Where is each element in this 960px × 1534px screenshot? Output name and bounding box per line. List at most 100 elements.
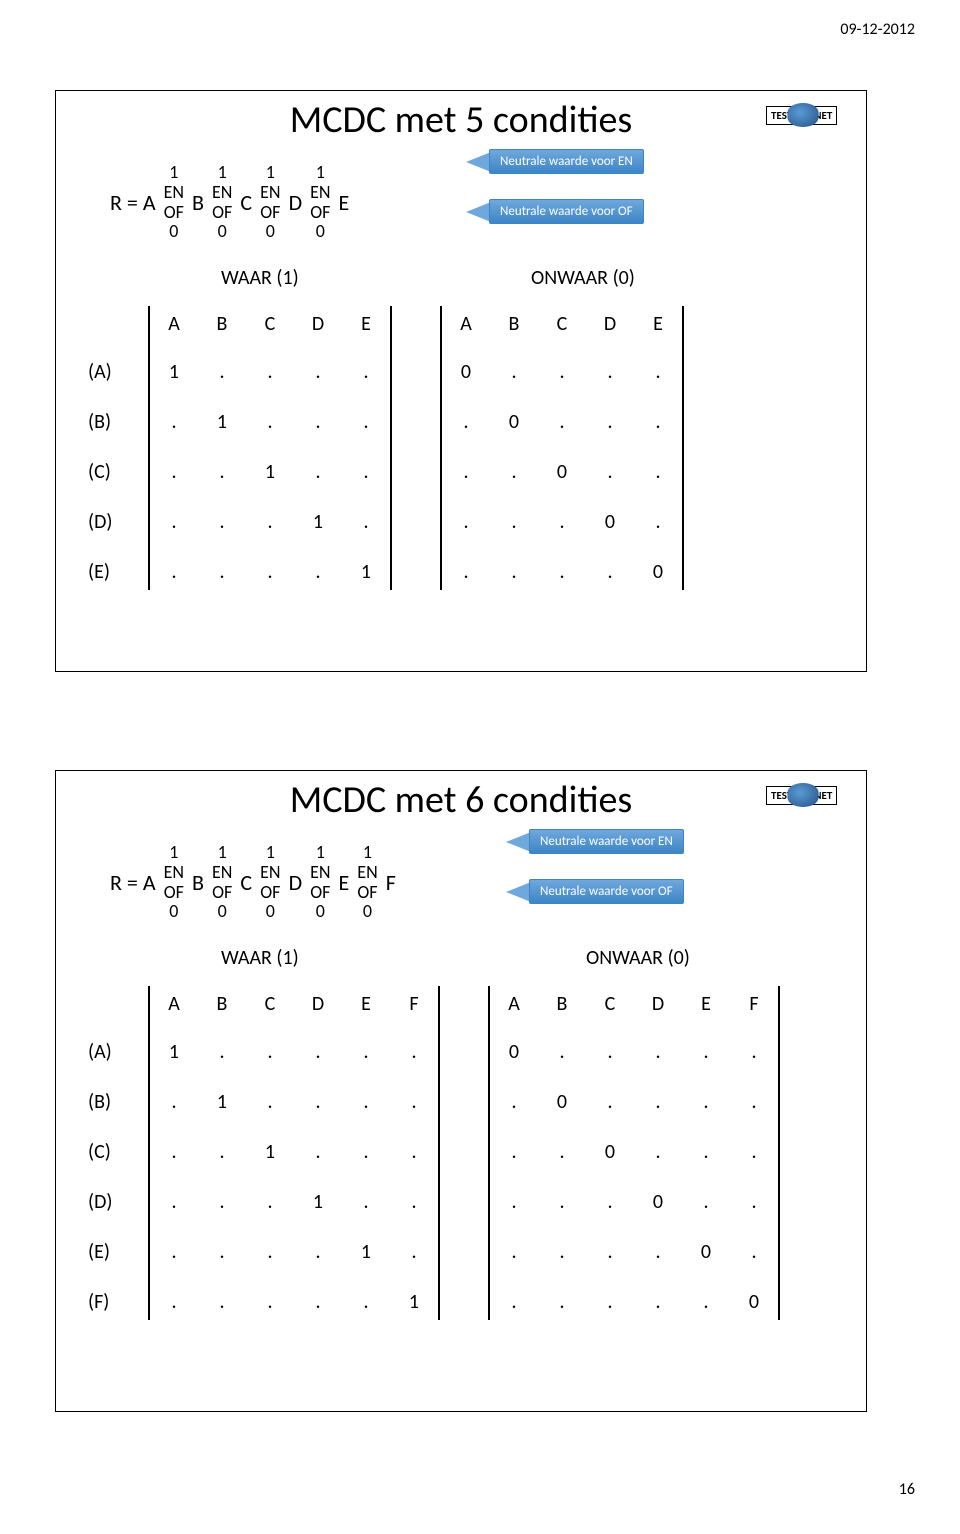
- spacer-cell: [634, 1120, 682, 1134]
- spacer-cell: [682, 1270, 730, 1284]
- formula-prefix: R = A: [110, 869, 156, 896]
- spacer-cell: [489, 1070, 538, 1084]
- spacer-cell: [441, 540, 490, 554]
- spacer-cell: [342, 342, 391, 354]
- formula-var: D: [289, 869, 303, 896]
- row-label: (D): [86, 504, 149, 540]
- spacer-cell: [730, 1120, 779, 1134]
- page-number: 16: [899, 1480, 915, 1499]
- data-cell: 1: [294, 504, 342, 540]
- spacer-cell: [489, 1022, 538, 1034]
- op-row: 0: [218, 222, 227, 242]
- spacer-cell: [634, 440, 683, 454]
- op-row: 0: [169, 222, 178, 242]
- spacer-cell: [86, 1220, 149, 1234]
- op-row: EN: [310, 183, 330, 203]
- data-cell: 0: [730, 1284, 779, 1320]
- spacer-cell: [149, 1270, 198, 1284]
- spacer-cell: [391, 342, 441, 354]
- data-cell: .: [586, 1034, 634, 1070]
- data-cell: .: [634, 454, 683, 490]
- data-cell: .: [294, 1034, 342, 1070]
- data-cell: .: [294, 1234, 342, 1270]
- formula-var: E: [339, 869, 350, 896]
- op-column: 1ENOF0: [260, 163, 280, 242]
- spacer-cell: [198, 1270, 246, 1284]
- data-cell: .: [538, 1034, 586, 1070]
- spacer-cell: [586, 1070, 634, 1084]
- data-cell: .: [198, 504, 246, 540]
- spacer-cell: [390, 1170, 439, 1184]
- data-cell: .: [149, 404, 198, 440]
- data-cell: 0: [538, 1084, 586, 1120]
- logo-ellipse: [788, 103, 819, 127]
- data-cell: .: [149, 504, 198, 540]
- spacer-cell: [490, 540, 538, 554]
- data-cell: 0: [634, 1184, 682, 1220]
- onwaar-label-1: ONWAAR (0): [531, 266, 635, 290]
- data-cell: 1: [149, 354, 198, 390]
- data-cell: .: [342, 1134, 390, 1170]
- data-cell: 1: [198, 1084, 246, 1120]
- spacer-cell: [634, 1170, 682, 1184]
- spacer-cell: [439, 1022, 489, 1034]
- op-row: 0: [316, 222, 325, 242]
- spacer-cell: [246, 1170, 294, 1184]
- spacer-cell: [246, 1022, 294, 1034]
- data-cell: .: [149, 1234, 198, 1270]
- op-row: 0: [316, 902, 325, 922]
- spacer-cell: [86, 1022, 149, 1034]
- spacer-cell: [342, 390, 391, 404]
- data-cell: .: [490, 504, 538, 540]
- spacer-cell: [246, 1270, 294, 1284]
- spacer-cell: [294, 1220, 342, 1234]
- page-date: 09-12-2012: [840, 20, 915, 39]
- row-label: (A): [86, 354, 149, 390]
- gap-cell: [391, 504, 441, 540]
- spacer-cell: [634, 1022, 682, 1034]
- slide2-formula: R = A1ENOF0B1ENOF0C1ENOF0D1ENOF0E1ENOF0F: [106, 843, 400, 922]
- spacer-cell: [294, 1070, 342, 1084]
- data-cell: .: [634, 404, 683, 440]
- spacer-cell: [246, 540, 294, 554]
- spacer-cell: [586, 540, 634, 554]
- spacer-cell: [390, 1070, 439, 1084]
- formula-var: C: [240, 189, 252, 216]
- spacer-cell: [390, 1022, 439, 1034]
- data-cell: .: [342, 354, 391, 390]
- data-cell: 1: [246, 1134, 294, 1170]
- spacer-cell: [490, 490, 538, 504]
- spacer-cell: [586, 1120, 634, 1134]
- data-cell: .: [538, 1284, 586, 1320]
- gap-cell: [439, 1084, 489, 1120]
- spacer-cell: [390, 1120, 439, 1134]
- data-cell: .: [246, 404, 294, 440]
- gap-cell: [391, 354, 441, 390]
- spacer-cell: [342, 1120, 390, 1134]
- data-cell: .: [294, 1134, 342, 1170]
- op-column: 1ENOF0: [357, 843, 377, 922]
- spacer-cell: [538, 490, 586, 504]
- spacer-cell: [294, 1022, 342, 1034]
- spacer-cell: [538, 1270, 586, 1284]
- col-header: A: [441, 306, 490, 342]
- formula-var: E: [339, 189, 350, 216]
- data-cell: .: [730, 1034, 779, 1070]
- spacer-cell: [246, 390, 294, 404]
- data-cell: .: [538, 404, 586, 440]
- spacer-cell: [246, 342, 294, 354]
- spacer-cell: [490, 342, 538, 354]
- spacer-cell: [439, 1270, 489, 1284]
- op-row: 1: [266, 163, 275, 183]
- spacer-cell: [489, 1270, 538, 1284]
- spacer-cell: [294, 440, 342, 454]
- op-row: 0: [169, 902, 178, 922]
- data-cell: .: [538, 1134, 586, 1170]
- col-header: A: [489, 986, 538, 1022]
- spacer-cell: [149, 1120, 198, 1134]
- spacer-cell: [538, 540, 586, 554]
- spacer-cell: [391, 390, 441, 404]
- spacer-cell: [730, 1270, 779, 1284]
- spacer-cell: [294, 490, 342, 504]
- col-header: F: [730, 986, 779, 1022]
